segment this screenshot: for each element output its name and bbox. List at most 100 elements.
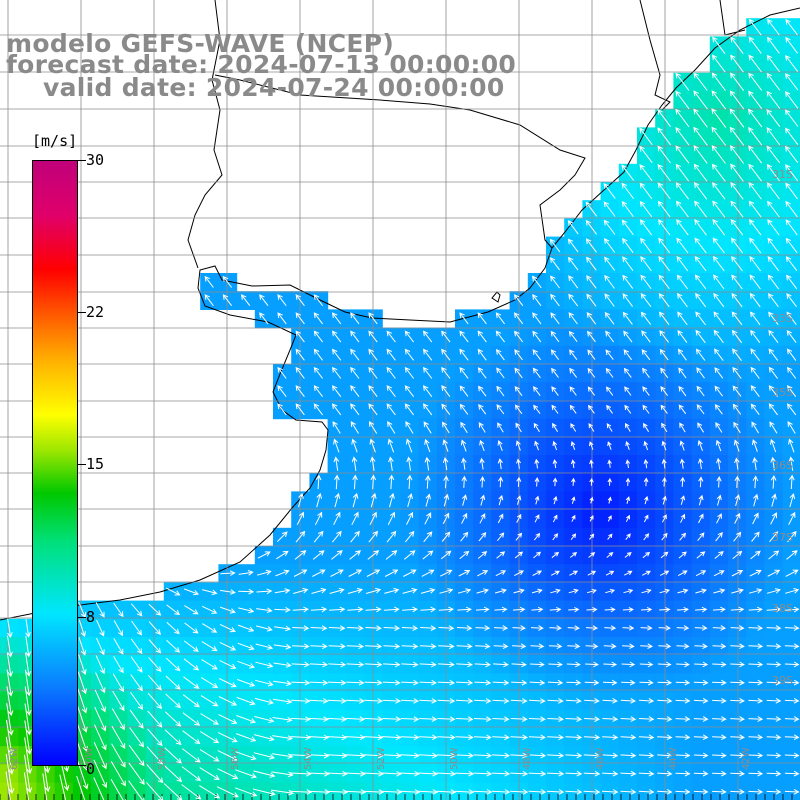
wind-arrow	[131, 620, 143, 636]
wind-arrow	[25, 635, 32, 658]
wind-arrow	[602, 679, 618, 686]
wind-arrow	[567, 220, 579, 235]
wind-arrow	[587, 386, 595, 396]
wind-arrow	[766, 588, 781, 594]
wind-arrow	[513, 294, 524, 307]
wind-arrow	[676, 237, 689, 254]
wind-arrow	[292, 606, 309, 613]
wind-arrow	[583, 789, 601, 795]
wind-arrow	[620, 697, 637, 704]
wind-arrow	[770, 512, 777, 525]
wind-arrow	[767, 256, 780, 272]
wind-arrow	[350, 530, 360, 543]
wind-arrow	[6, 719, 14, 756]
wind-arrow	[402, 587, 418, 594]
lon-label-48W: 48W	[522, 747, 533, 770]
wind-arrow	[712, 200, 726, 218]
wind-arrow	[331, 312, 342, 325]
wind-arrow	[364, 698, 383, 704]
colorbar-unit: [m/s]	[32, 132, 78, 150]
wind-arrow	[658, 274, 670, 290]
wind-arrow	[217, 768, 239, 780]
lon-label-60W: 60W	[84, 747, 95, 770]
wind-arrow	[730, 36, 744, 54]
wind-arrow	[566, 661, 581, 668]
wind-arrow	[767, 569, 781, 577]
wind-arrow	[493, 625, 509, 631]
wind-arrow	[711, 126, 727, 146]
wind-arrow	[327, 679, 347, 686]
wind-arrow	[712, 752, 727, 759]
wind-arrow	[368, 385, 378, 398]
wind-arrow	[567, 256, 579, 271]
wind-arrow	[351, 511, 359, 526]
wind-arrow	[571, 477, 576, 486]
wind-arrow	[332, 421, 341, 434]
wind-arrow	[514, 330, 524, 343]
wind-arrow	[202, 623, 218, 633]
wind-arrow	[678, 551, 687, 559]
wind-arrow	[201, 659, 218, 670]
wind-arrow	[529, 698, 546, 704]
wind-arrow	[94, 724, 107, 751]
wind-arrow	[494, 606, 508, 613]
wind-arrow	[309, 716, 329, 722]
wind-arrow	[551, 386, 559, 396]
wind-arrow	[78, 637, 87, 656]
wind-arrow	[585, 201, 598, 217]
wind-arrow	[240, 294, 251, 307]
wind-arrow	[748, 770, 764, 777]
wind-arrow	[601, 789, 619, 795]
wind-arrow	[784, 145, 799, 164]
wind-arrow	[605, 367, 614, 378]
wind-arrow	[784, 127, 799, 145]
wind-arrow	[381, 789, 403, 795]
wind-arrow	[785, 36, 798, 54]
wind-arrow	[204, 275, 214, 288]
wind-arrow	[583, 752, 601, 759]
wind-arrow	[404, 385, 414, 398]
wind-arrow	[750, 329, 761, 343]
wind-arrow	[620, 752, 637, 759]
wind-arrow	[712, 734, 727, 741]
wind-arrow	[657, 788, 673, 795]
wind-arrow	[497, 532, 505, 542]
wind-arrow	[641, 570, 651, 576]
forecast-date: forecast date: 2024-07-13 00:00:00	[6, 50, 517, 79]
colorbar-tick-30: 30	[86, 151, 105, 169]
wind-arrow	[732, 403, 742, 415]
wind-arrow	[749, 311, 761, 326]
wind-arrow	[713, 311, 725, 326]
wind-arrow	[418, 789, 439, 795]
wind-arrow	[694, 643, 708, 650]
wind-arrow	[436, 752, 456, 759]
wind-arrow	[477, 367, 487, 379]
wind-arrow	[272, 735, 294, 741]
wind-arrow	[368, 366, 378, 379]
wind-arrow	[183, 588, 200, 596]
wind-arrow	[349, 550, 362, 560]
wind-arrow	[638, 734, 655, 741]
wind-arrow	[586, 607, 598, 613]
wind-arrow	[497, 458, 503, 470]
wind-arrow	[552, 440, 558, 451]
wind-arrow	[565, 734, 583, 741]
wind-arrow	[607, 441, 612, 450]
wind-arrow	[295, 385, 305, 398]
wind-arrow	[589, 459, 594, 468]
wind-arrow	[675, 145, 690, 164]
wind-arrow	[643, 440, 649, 451]
wind-arrow	[588, 552, 596, 558]
wind-arrow	[623, 588, 634, 594]
wind-arrow	[24, 754, 33, 794]
wind-arrow	[110, 761, 126, 787]
wind-arrow	[460, 531, 469, 542]
wind-arrow	[714, 403, 723, 415]
wind-arrow	[312, 550, 325, 560]
wind-arrow	[748, 126, 763, 146]
wind-arrow	[766, 182, 780, 200]
wind-arrow	[675, 72, 690, 91]
wind-arrow	[313, 312, 323, 325]
wind-arrow	[111, 743, 126, 768]
wind-arrow	[368, 421, 378, 434]
